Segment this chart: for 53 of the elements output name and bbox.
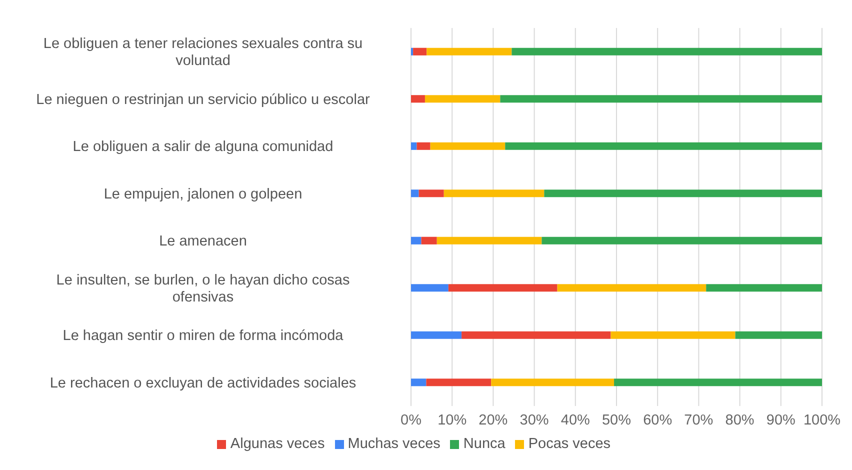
bar [411,190,419,198]
bar [512,48,822,56]
bar [424,95,500,103]
y-tick-label: Le amenacen [159,234,247,250]
x-tick-label: 40% [560,412,590,428]
bar [491,378,614,386]
bar [430,142,506,150]
x-tick-label: 30% [520,412,549,428]
bar [418,190,444,198]
x-tick-label: 20% [478,412,508,428]
bar [411,378,426,386]
legend-label: Nunca [463,436,506,452]
bar [542,236,822,244]
y-tick-label: Le empujen, jalonen o golpeen [104,186,302,202]
bar [436,236,542,244]
bar [411,284,448,292]
y-tick-label: Le hagan sentir o miren de forma incómoda [62,328,344,344]
bar [416,142,430,150]
bar [735,331,822,339]
y-tick-label: Le rechacen o excluyan de actividades sociales [50,375,356,392]
y-tick-label: Le obliguen a tener relaciones sexuales contra su voluntad [43,36,363,70]
legend-label: Algunas veces [230,436,325,452]
x-tick-label: 80% [725,412,754,428]
bar [411,331,462,339]
y-tick-label: Le insulten, se burlen, o le hayan dicho cosas ofensivas [56,272,350,306]
bar [411,236,422,244]
x-tick-label: 90% [766,412,796,428]
bar [706,284,822,292]
bar [462,331,611,339]
y-tick-label: Le nieguen o restrinjan un servicio público u escolar [36,92,370,108]
bar [421,236,437,244]
bar [411,95,425,103]
bar [444,190,544,198]
bar [413,48,427,56]
bar [500,95,822,103]
x-tick-label: 100% [803,412,841,428]
bar [448,284,558,292]
legend-label: Pocas veces [528,436,611,452]
bar [610,331,736,339]
legend-label: Muchas veces [348,436,440,452]
x-tick-label: 70% [684,412,714,428]
bar [426,48,512,56]
y-tick-label: Le obliguen a salir de alguna comunidad [72,139,334,156]
x-tick-label: 10% [438,412,467,428]
bar [557,284,706,292]
x-tick-label: 50% [602,412,632,428]
x-tick-label: 60% [643,412,672,428]
bar [505,142,822,150]
bar [614,378,822,386]
x-tick-label: 0% [400,412,422,428]
bar [411,142,417,150]
bar [544,190,822,198]
bar [426,378,492,386]
